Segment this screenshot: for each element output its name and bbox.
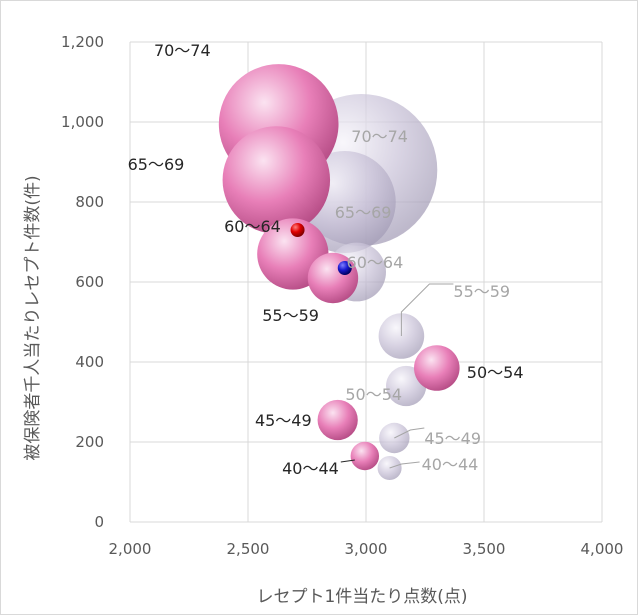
bubble-pink [414, 345, 460, 391]
leader-line [394, 427, 425, 439]
data-label-pink: 60～64 [224, 217, 281, 236]
bubble-pink [222, 126, 331, 234]
leader-line [340, 459, 355, 463]
y-tick-label: 0 [94, 513, 104, 531]
data-label-gray: 40～44 [422, 455, 479, 474]
label-layer: 70～74 65～69 60～64 55～59 50～54 45～49 40～44 70～74… [128, 41, 524, 478]
data-label-gray: 55～59 [453, 282, 510, 301]
y-axis-title: 被保険者千人当たりレセプト件数(件) [23, 175, 43, 460]
x-tick-label: 2,500 [227, 540, 270, 558]
x-tick-label: 4,000 [581, 540, 624, 558]
y-tick-label: 400 [75, 353, 104, 371]
red-marker [290, 223, 305, 237]
bubble-pink [350, 441, 380, 471]
y-tick-label: 1,200 [61, 33, 104, 51]
data-label-gray: 60～64 [347, 253, 404, 272]
x-tick-label: 3,000 [345, 540, 388, 558]
data-label-pink: 70～74 [154, 41, 211, 60]
data-label-gray: 65～69 [335, 203, 392, 222]
x-tick-label: 2,000 [109, 540, 152, 558]
data-label-pink: 40～44 [282, 459, 339, 478]
blue-marker [337, 261, 352, 275]
data-label-pink: 50～54 [467, 363, 524, 382]
data-label-pink: 45～49 [255, 411, 312, 430]
leader-line [400, 283, 454, 336]
y-tick-label: 800 [75, 193, 104, 211]
data-label-gray: 50～54 [345, 385, 402, 404]
data-label-pink: 65～69 [128, 155, 185, 174]
bubble-pink [317, 399, 358, 441]
bubble-gray [377, 455, 402, 481]
leader-line [389, 461, 420, 469]
y-tick-label: 600 [75, 273, 104, 291]
data-label-pink: 55～59 [262, 306, 319, 325]
tick-layer: 2,000 2,500 3,000 3,500 4,000 0 200 400 600 800 1,… [61, 33, 623, 558]
bubble-layer [218, 64, 460, 481]
y-tick-label: 1,000 [61, 113, 104, 131]
x-axis-title: レセプト1件当たり点数(点) [256, 587, 467, 607]
y-tick-label: 200 [75, 433, 104, 451]
data-label-gray: 70～74 [351, 127, 408, 146]
data-label-gray: 45～49 [424, 429, 481, 448]
x-tick-label: 3,500 [463, 540, 506, 558]
